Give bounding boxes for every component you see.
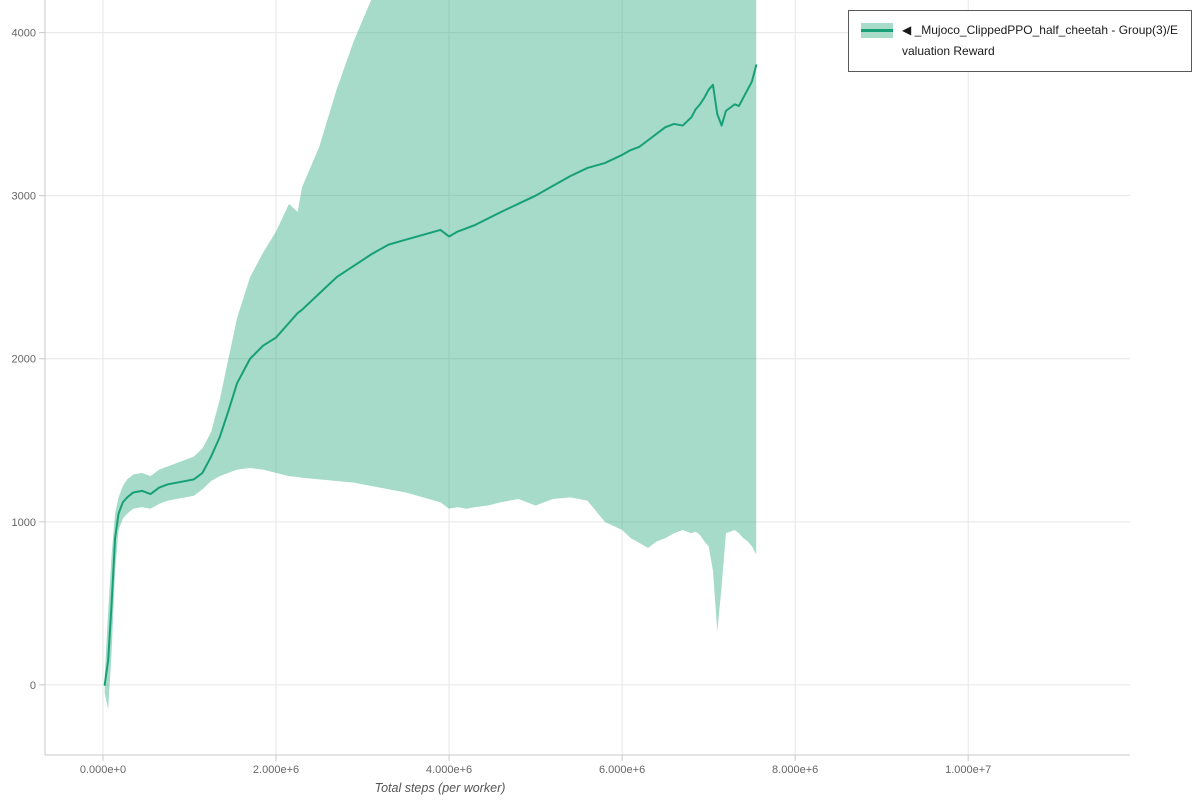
x-tick-label: 8.000e+6	[772, 764, 818, 776]
legend-swatch-line-icon	[861, 29, 893, 32]
y-tick-label: 2000	[12, 354, 36, 366]
x-tick-label: 1.000e+7	[945, 764, 991, 776]
x-tick-label: 6.000e+6	[599, 764, 645, 776]
mean-line	[103, 64, 758, 686]
y-tick-label: 1000	[12, 517, 36, 529]
legend-swatch-band-icon	[861, 23, 893, 38]
legend-label: ◀ _Mujoco_ClippedPPO_half_cheetah - Grou…	[902, 23, 1179, 58]
x-tick-label: 0.000e+0	[80, 764, 126, 776]
y-tick-label: 3000	[12, 191, 36, 203]
y-tick-label: 0	[30, 680, 36, 692]
x-tick-label: 4.000e+6	[426, 764, 472, 776]
legend-item[interactable]: ◀ _Mujoco_ClippedPPO_half_cheetah - Grou…	[861, 20, 1179, 62]
confidence-band	[104, 0, 757, 710]
y-tick-label: 4000	[12, 28, 36, 40]
x-axis-label: Total steps (per worker)	[374, 781, 506, 795]
x-tick-label: 2.000e+6	[253, 764, 299, 776]
legend-box: ◀ _Mujoco_ClippedPPO_half_cheetah - Grou…	[848, 10, 1192, 72]
